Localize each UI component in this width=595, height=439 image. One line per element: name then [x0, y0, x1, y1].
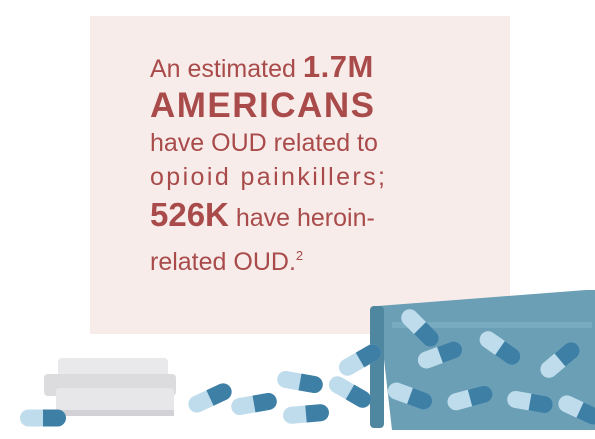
stat-line-3: have OUD related to: [150, 129, 378, 157]
stat-line-1: An estimated 1.7M: [150, 50, 470, 86]
stat-line-5: 526K have heroin-: [150, 194, 470, 239]
stat-line-4: opioid painkillers;: [150, 163, 388, 191]
stat-line-1-prefix: An estimated: [150, 55, 303, 83]
bottle-cap-icon: [44, 358, 176, 416]
stat-line-6-text: related OUD.: [150, 248, 296, 276]
background-panel: [90, 16, 510, 334]
stat-line-5-suffix: have heroin-: [228, 204, 375, 232]
stat-line-americans: AMERICANS: [150, 86, 376, 125]
pill-bottle-icon: [370, 290, 595, 430]
stat-line-6: related OUD.2: [150, 239, 470, 279]
stat-number-americans: 1.7M: [302, 49, 374, 84]
footnote-marker: 2: [295, 248, 304, 263]
statistic-text: An estimated 1.7M AMERICANS have OUD rel…: [150, 50, 470, 279]
stat-number-heroin: 526K: [150, 196, 229, 233]
